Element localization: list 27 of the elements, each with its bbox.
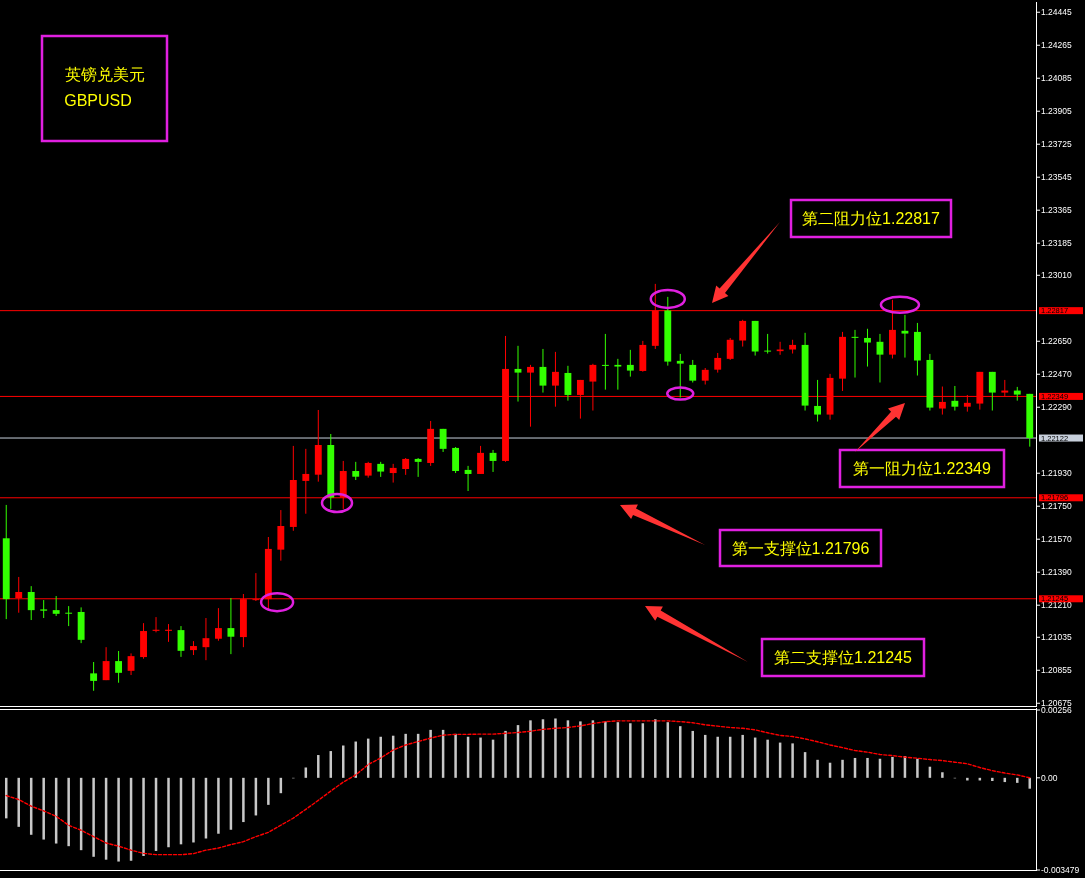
y-tick-label: 1.21210	[1041, 600, 1072, 611]
y-tick-label: 1.22470	[1041, 369, 1072, 380]
y-tick-label: 1.21570	[1041, 534, 1072, 545]
y-tick-label: 1.24085	[1041, 73, 1072, 84]
y-tick-label: 1.23365	[1041, 205, 1072, 216]
annotation: 第一阻力位1.22349	[853, 460, 992, 477]
y-tick-label: 1.21390	[1041, 567, 1072, 578]
y-tick-label: 1.22650	[1041, 336, 1072, 347]
text: GBPUSD	[64, 92, 132, 109]
y-tick-label: 1.23185	[1041, 238, 1072, 249]
y-tick-label: 1.21930	[1041, 468, 1072, 479]
text: 英镑兑美元	[65, 66, 145, 83]
y-tick-label: 0.00	[1041, 772, 1058, 783]
annotation: 第二支撑位1.21245	[774, 649, 913, 666]
y-tick-label: 1.23545	[1041, 172, 1072, 183]
y-tick-label: 1.21035	[1041, 632, 1072, 643]
y-tick-label: 1.20855	[1041, 665, 1072, 676]
y-tick-label: -0.003479	[1041, 865, 1080, 875]
annotation: 第二阻力位1.22817	[802, 210, 941, 227]
y-tick-label: 1.23905	[1041, 106, 1072, 117]
y-tick-label: 1.23725	[1041, 139, 1072, 150]
annotation: 第一支撑位1.21796	[731, 539, 870, 557]
y-tick-label: 1.24445	[1041, 7, 1072, 18]
y-tick-label: 1.21750	[1041, 501, 1072, 512]
y-tick-label: 1.23010	[1041, 270, 1072, 281]
y-tick-label: 1.24265	[1041, 40, 1072, 51]
y-tick-label: 1.22290	[1041, 402, 1072, 413]
